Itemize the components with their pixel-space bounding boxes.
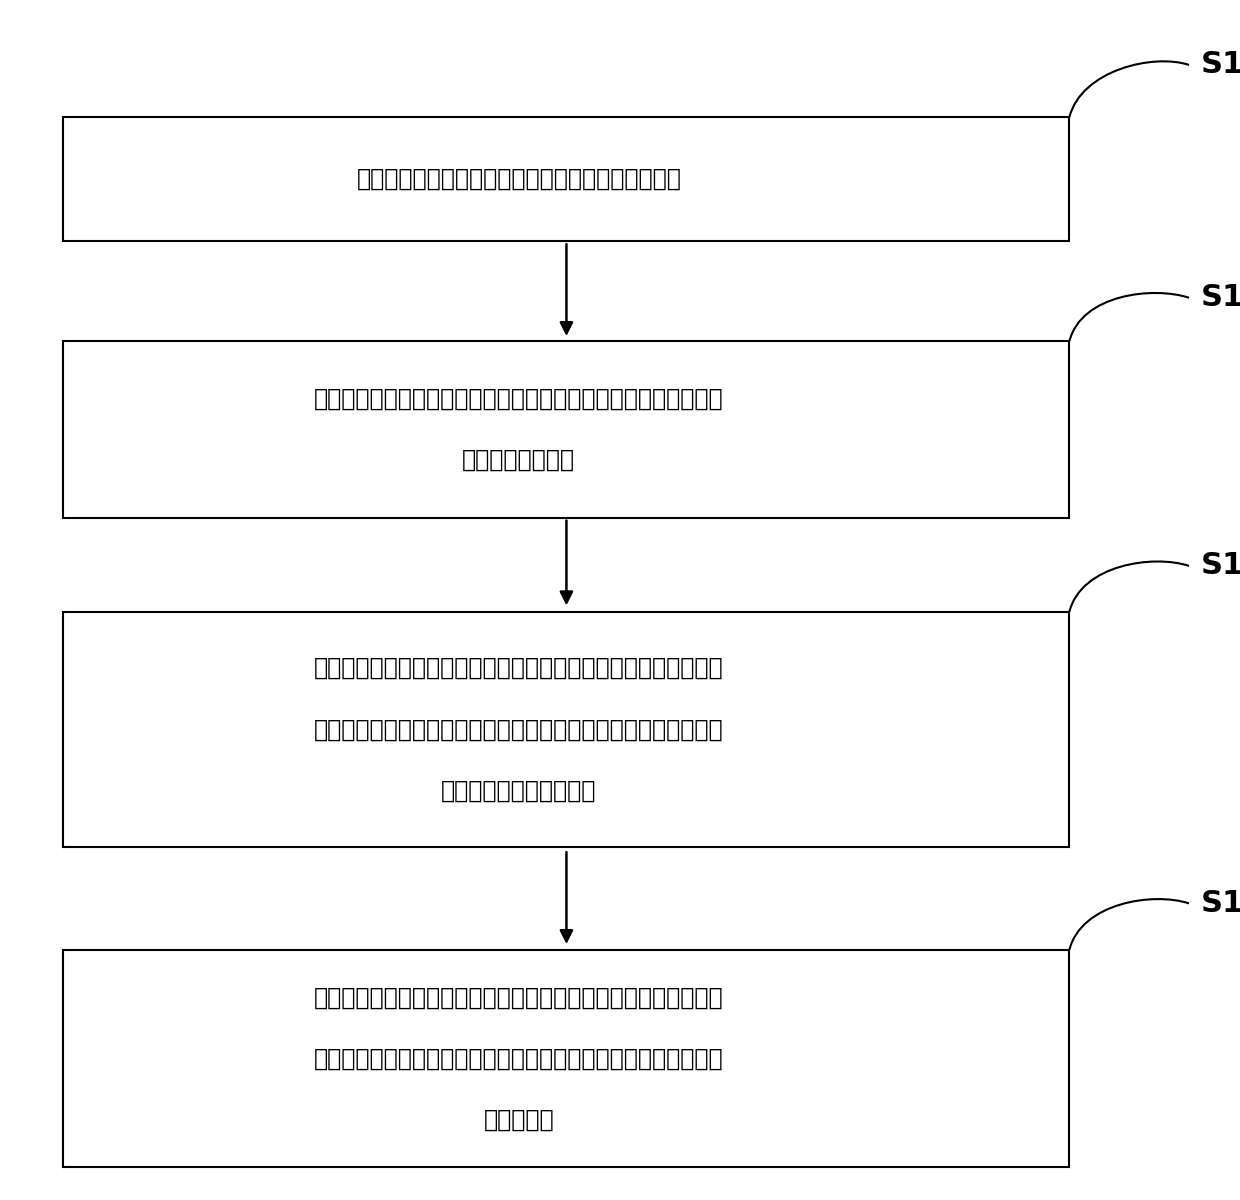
Bar <box>63 612 1069 847</box>
Text: 对所述反射面的平面波谱分布数据进行二维傅立叶变换，得到反射: 对所述反射面的平面波谱分布数据进行二维傅立叶变换，得到反射 <box>314 985 724 1009</box>
Text: 反射面性能: 反射面性能 <box>484 1108 554 1132</box>
Text: 射面的平面波谱分布数据: 射面的平面波谱分布数据 <box>441 779 596 803</box>
Bar <box>63 341 1069 517</box>
Text: S101: S101 <box>1200 50 1240 79</box>
Text: S104: S104 <box>1200 889 1240 918</box>
Text: S102: S102 <box>1200 283 1240 312</box>
Bar <box>63 118 1069 241</box>
Text: 利用所述空间变换函数对所述平面波谱分布数据进行处理，得到反: 利用所述空间变换函数对所述平面波谱分布数据进行处理，得到反 <box>314 718 724 742</box>
Bar <box>63 950 1069 1168</box>
Text: 在紧缩场静区横截面进行采样获取二维电场分布数据: 在紧缩场静区横截面进行采样获取二维电场分布数据 <box>356 167 681 191</box>
Text: 平面波谱分布数据: 平面波谱分布数据 <box>463 448 575 472</box>
Text: 对所述二维电场分布数据进行二维傅立叶逆变换，获得测量信号的: 对所述二维电场分布数据进行二维傅立叶逆变换，获得测量信号的 <box>314 386 724 410</box>
Text: 确定电磁波在从采样点到反射面的传播过程中的空间变换函数，并: 确定电磁波在从采样点到反射面的传播过程中的空间变换函数，并 <box>314 656 724 680</box>
Text: 面的二维电场分布数据；依据所述反射面的二维电场分布数据检测: 面的二维电场分布数据；依据所述反射面的二维电场分布数据检测 <box>314 1046 724 1070</box>
Text: S103: S103 <box>1200 551 1240 581</box>
